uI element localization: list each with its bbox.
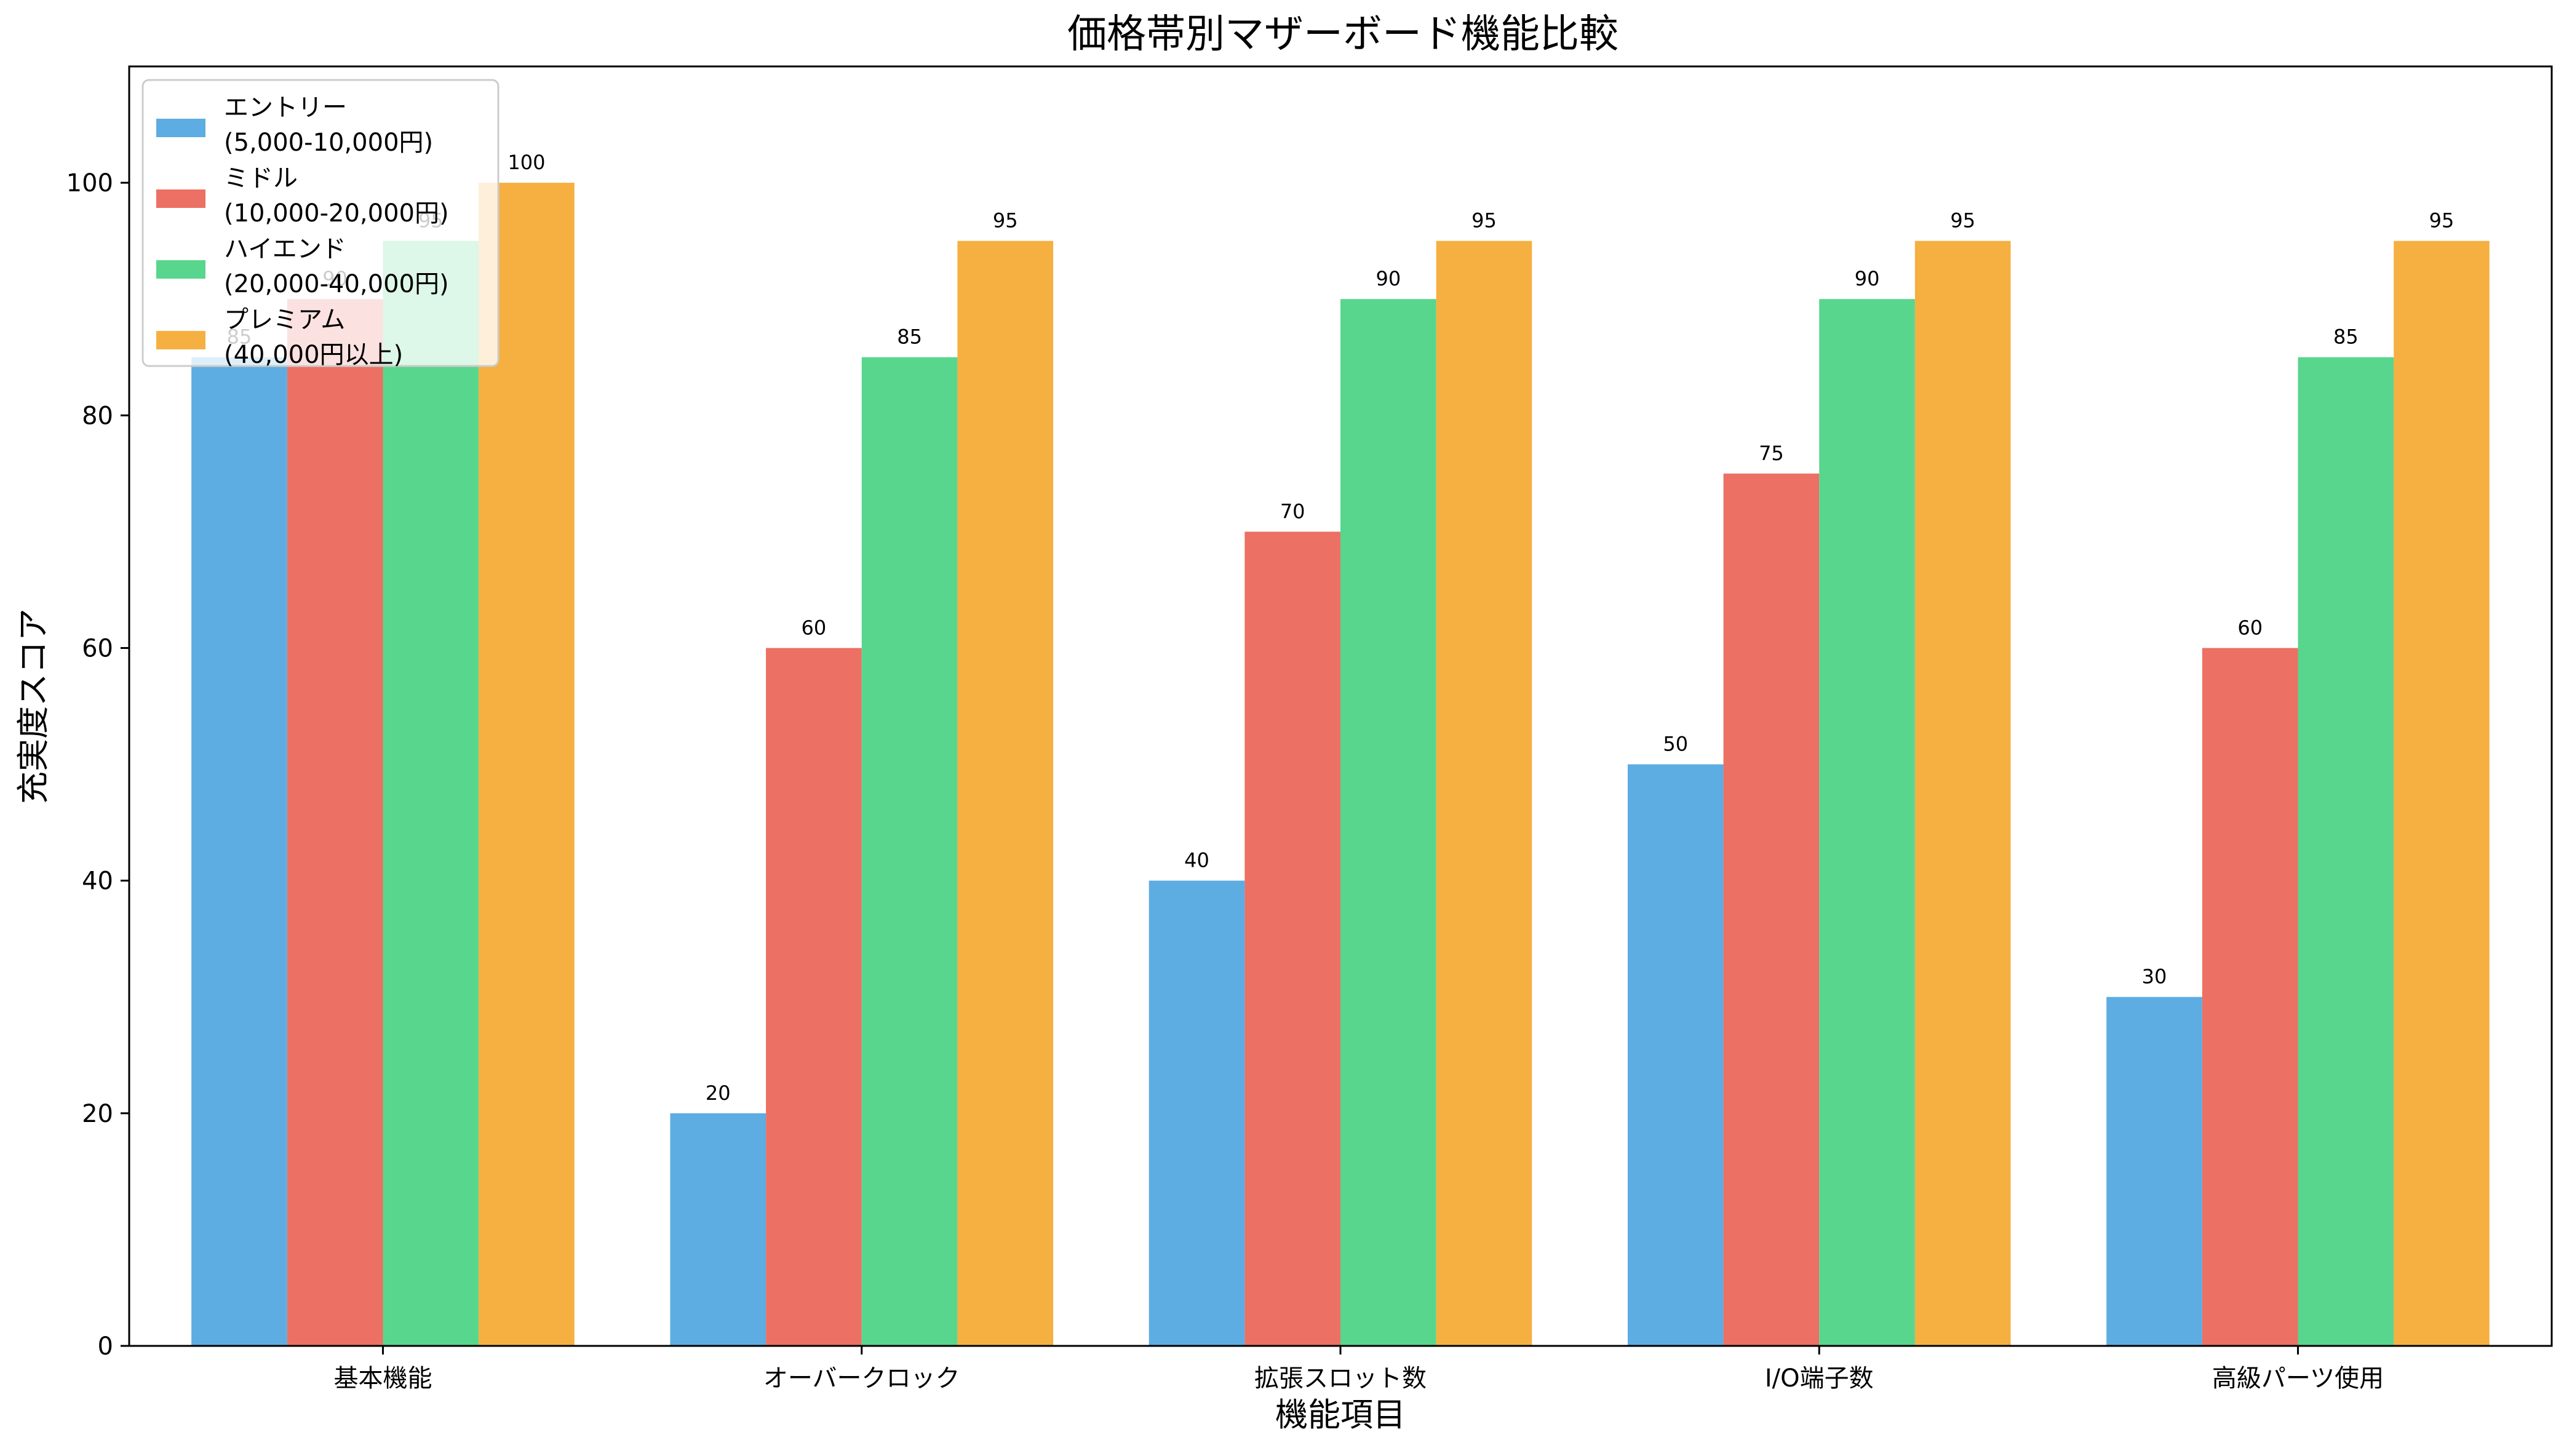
- legend: エントリー (5,000-10,000円) ミドル (10,000-20,000円) ハ…: [141, 79, 500, 369]
- legend-label-line1: ミドル: [224, 164, 298, 193]
- x-tick-label: 基本機能: [333, 1364, 432, 1393]
- bar: [1149, 880, 1245, 1346]
- bar: [670, 1113, 766, 1346]
- bar-value-label: 40: [1184, 849, 1209, 872]
- bar-value-label: 60: [2237, 616, 2263, 639]
- bar: [1436, 241, 1532, 1346]
- x-axis: 基本機能 オーバークロック 拡張スロット数 I/O端子数 高級パーツ使用: [333, 1346, 2384, 1393]
- bar-value-label: 100: [508, 151, 545, 174]
- bar: [479, 183, 575, 1346]
- legend-label-line2: (40,000円以上): [224, 341, 403, 369]
- legend-swatch: [156, 119, 205, 137]
- bar: [1340, 299, 1436, 1346]
- x-tick-label: 拡張スロット数: [1254, 1364, 1427, 1393]
- bar-value-label: 60: [802, 616, 827, 639]
- bar-value-label: 20: [706, 1081, 731, 1105]
- bar-value-label: 75: [1759, 442, 1784, 465]
- bars-group: [191, 183, 2490, 1347]
- bar-value-label: 50: [1663, 733, 1688, 756]
- bar-value-label: 90: [1855, 267, 1880, 290]
- y-axis: 0 20 40 60 80 100: [66, 169, 129, 1361]
- bar-value-label: 95: [2429, 209, 2455, 233]
- bar: [766, 648, 862, 1346]
- bar: [1244, 531, 1340, 1346]
- bar-value-label: 85: [2333, 325, 2359, 349]
- bar-value-label: 70: [1280, 499, 1305, 523]
- bar-value-label: 95: [1471, 209, 1497, 233]
- legend-label-line2: (20,000-40,000円): [224, 270, 449, 298]
- legend-box: [141, 79, 500, 367]
- bar: [2394, 241, 2490, 1346]
- y-tick-label: 40: [82, 867, 113, 896]
- bar: [1723, 473, 1820, 1347]
- y-axis-label: 充実度スコア: [15, 608, 52, 804]
- legend-swatch: [156, 260, 205, 279]
- bar: [2106, 997, 2202, 1346]
- y-tick-label: 60: [82, 634, 113, 662]
- x-tick-label: 高級パーツ使用: [2212, 1364, 2384, 1393]
- x-axis-label: 機能項目: [1275, 1396, 1406, 1434]
- bar-value-label: 90: [1376, 267, 1401, 290]
- bar: [1914, 241, 2011, 1346]
- legend-label-line2: (10,000-20,000円): [224, 199, 449, 228]
- legend-label-line1: プレミアム: [224, 306, 345, 334]
- bar: [957, 241, 1054, 1346]
- bar: [287, 299, 383, 1346]
- y-tick-label: 80: [82, 402, 113, 430]
- bar-value-label: 30: [2142, 965, 2167, 989]
- x-tick-label: オーバークロック: [763, 1364, 960, 1393]
- y-tick-label: 20: [82, 1100, 113, 1128]
- legend-swatch: [156, 189, 205, 208]
- bar: [2298, 357, 2394, 1346]
- bar: [1627, 764, 1724, 1346]
- y-tick-label: 100: [66, 169, 113, 197]
- legend-swatch: [156, 331, 205, 349]
- bar-value-label: 95: [993, 209, 1018, 233]
- bar: [861, 357, 958, 1346]
- chart-title: 価格帯別マザーボード機能比較: [1067, 12, 1618, 57]
- bar-value-label: 95: [1950, 209, 1975, 233]
- bar-value-label: 85: [897, 325, 922, 349]
- bar: [2202, 648, 2298, 1346]
- bar: [1819, 299, 1915, 1346]
- legend-label-line1: ハイエンド: [224, 235, 346, 263]
- legend-label-line2: (5,000-10,000円): [224, 129, 433, 157]
- bar: [383, 241, 479, 1346]
- legend-label-line1: エントリー: [224, 93, 347, 122]
- x-tick-label: I/O端子数: [1765, 1364, 1874, 1393]
- y-tick-label: 0: [98, 1332, 113, 1361]
- bar: [191, 357, 287, 1346]
